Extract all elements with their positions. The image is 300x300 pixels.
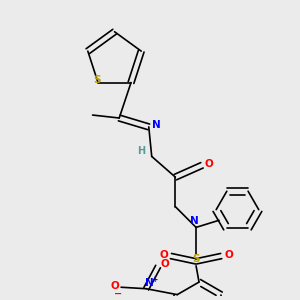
Text: N: N: [145, 278, 154, 288]
Text: O: O: [160, 259, 169, 269]
Text: +: +: [152, 275, 158, 284]
Text: S: S: [93, 75, 100, 85]
Text: N: N: [152, 120, 161, 130]
Text: −: −: [114, 289, 122, 299]
Text: O: O: [204, 159, 213, 169]
Text: S: S: [192, 254, 200, 264]
Text: O: O: [110, 281, 119, 291]
Text: H: H: [137, 146, 146, 155]
Text: O: O: [224, 250, 233, 260]
Text: O: O: [159, 250, 168, 260]
Text: N: N: [190, 216, 199, 226]
